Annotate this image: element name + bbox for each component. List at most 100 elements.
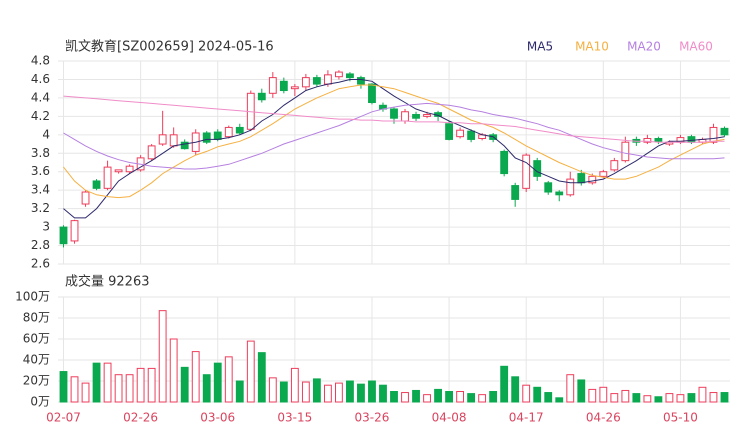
y-tick-label: 3.6 [31, 164, 50, 178]
volume-bar [489, 391, 498, 403]
volume-bar [390, 391, 398, 403]
volume-bar [180, 366, 189, 403]
volume-bar [456, 391, 465, 403]
volume-bar [191, 351, 200, 403]
candle-body [268, 77, 277, 94]
volume-bar [610, 393, 619, 403]
candle-body [368, 83, 376, 104]
volume-bar [445, 391, 453, 403]
candle-body [500, 150, 509, 175]
candle-body [202, 132, 211, 143]
x-tick-label: 03-26 [355, 411, 390, 425]
legend-entry: MA60 [679, 40, 713, 54]
volume-bar [720, 392, 729, 403]
volume-bar [434, 388, 442, 403]
candle-body [511, 185, 520, 200]
candle-body [390, 108, 398, 119]
y-tick-label: 80万 [23, 311, 50, 325]
chart-title: 凯文教育[SZ002659] 2024-05-16 [65, 39, 274, 55]
candle-body [257, 92, 266, 101]
volume-bar [290, 367, 299, 403]
ma-line [63, 95, 725, 143]
candle-body [720, 127, 729, 136]
y-tick-label: 20万 [23, 374, 50, 388]
volume-bar [346, 380, 354, 403]
x-tick-label: 02-26 [123, 411, 158, 425]
legend-entry: MA20 [627, 40, 661, 54]
y-tick-label: 2.8 [31, 238, 50, 252]
candle-body [312, 77, 321, 85]
volume-bar [147, 367, 156, 403]
volume-bar [213, 362, 222, 403]
y-tick-label: 2.6 [31, 257, 50, 271]
y-tick-label: 40万 [23, 353, 50, 367]
candle-body [533, 160, 542, 177]
candle-body [610, 160, 619, 171]
candle-body [654, 138, 663, 142]
candle-body [599, 171, 608, 177]
candle-body [125, 165, 134, 173]
volume-bar [588, 388, 597, 403]
candle-body [180, 141, 189, 150]
volume-bar [423, 394, 431, 403]
candle-body [401, 111, 409, 122]
y-tick-label: 60万 [23, 332, 50, 346]
volume-bar [522, 384, 531, 403]
candle-body [709, 126, 718, 143]
y-tick-label: 4.6 [31, 72, 50, 86]
candle-body [147, 145, 156, 160]
candle-body [59, 226, 68, 245]
volume-bar [246, 340, 255, 403]
candle-body [335, 71, 343, 78]
volume-bar [500, 365, 509, 403]
volume-bar [323, 384, 332, 403]
candle-body [346, 73, 354, 79]
volume-bar [268, 377, 277, 403]
candle-body [687, 136, 696, 143]
legend-entry: MA10 [575, 40, 609, 54]
candle-body [566, 178, 575, 196]
candle-body [92, 180, 101, 189]
x-tick-label: 04-26 [586, 411, 621, 425]
volume-bar [687, 393, 696, 403]
ma-line [63, 102, 725, 170]
volume-bar [401, 392, 409, 403]
volume-bar [654, 396, 663, 403]
y-tick-label: 3 [42, 220, 50, 234]
candle-body [423, 114, 431, 117]
volume-bar [257, 352, 266, 403]
x-tick-label: 04-17 [509, 411, 544, 425]
x-tick-label: 05-10 [663, 411, 698, 425]
volume-bar [621, 389, 630, 403]
volume-bar [202, 374, 211, 403]
volume-bar [511, 376, 520, 403]
y-tick-label: 4.8 [31, 54, 50, 68]
candle-body [169, 134, 178, 147]
volume-bar [357, 383, 365, 403]
candle-body [279, 80, 288, 92]
x-tick-label: 03-15 [277, 411, 312, 425]
y-tick-label: 4.2 [31, 109, 50, 123]
candle-body [235, 126, 244, 134]
candle-body [588, 175, 597, 184]
candle-body [103, 166, 112, 189]
candle-body [290, 86, 299, 90]
volume-bar [59, 371, 68, 403]
volume-bar [676, 394, 685, 403]
volume-bar [114, 374, 123, 403]
candle-body [213, 131, 222, 140]
volume-bar [169, 338, 178, 403]
candle-body [114, 169, 123, 173]
volume-bar [665, 393, 674, 403]
volume-bar [92, 362, 101, 403]
volume-bar [412, 389, 420, 403]
volume-bar [335, 382, 343, 403]
ma-line [63, 84, 725, 199]
x-tick-label: 03-06 [200, 411, 235, 425]
volume-bar [235, 380, 244, 403]
volume-bar [566, 374, 575, 403]
x-tick-label: 02-07 [46, 411, 81, 425]
candle-body [621, 141, 630, 162]
volume-bar [279, 381, 288, 403]
